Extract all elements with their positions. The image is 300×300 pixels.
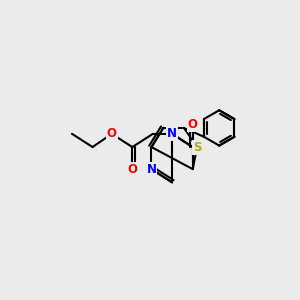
Text: O: O: [127, 163, 137, 176]
Text: N: N: [146, 163, 157, 176]
Text: S: S: [193, 141, 201, 154]
Text: N: N: [167, 127, 177, 140]
Text: O: O: [107, 127, 117, 140]
Text: O: O: [188, 118, 198, 131]
